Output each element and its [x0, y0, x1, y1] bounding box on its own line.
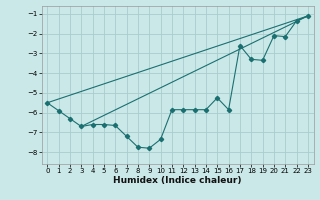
- X-axis label: Humidex (Indice chaleur): Humidex (Indice chaleur): [113, 176, 242, 185]
